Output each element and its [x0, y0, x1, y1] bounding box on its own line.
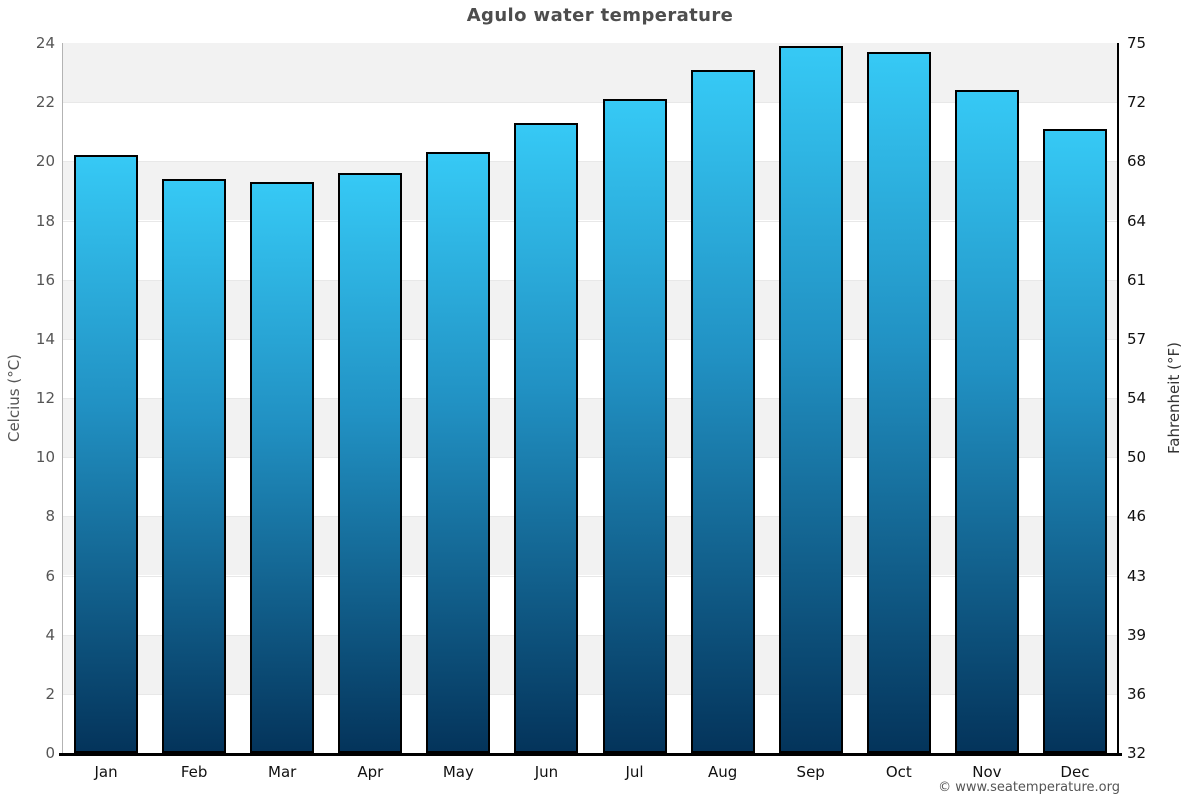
bar-mar	[250, 182, 315, 753]
bar-aug	[690, 70, 755, 753]
gridline	[62, 161, 1119, 163]
x-label-dec: Dec	[1060, 763, 1090, 781]
x-label-jan: Jan	[94, 763, 118, 781]
x-label-jul: Jul	[625, 763, 644, 781]
plot-band	[62, 161, 1119, 221]
f-tick-46: 46	[1127, 507, 1147, 526]
bar-may	[426, 152, 491, 753]
f-tick-43: 43	[1127, 566, 1147, 585]
y-axis-title-celsius: Celcius (°C)	[5, 353, 23, 443]
x-label-apr: Apr	[357, 763, 384, 781]
c-tick-4: 4	[45, 625, 55, 644]
bar-nov	[954, 90, 1019, 753]
c-tick-24: 24	[35, 34, 55, 52]
f-tick-72: 72	[1127, 93, 1147, 112]
f-tick-50: 50	[1127, 448, 1147, 467]
x-axis-baseline	[59, 753, 1122, 756]
c-tick-18: 18	[35, 211, 55, 230]
plot-band	[62, 220, 1119, 280]
gridline	[62, 220, 1119, 222]
f-tick-54: 54	[1127, 389, 1147, 407]
chart-title: Agulo water temperature	[466, 5, 734, 26]
c-tick-20: 20	[35, 152, 55, 171]
bar-feb	[162, 179, 227, 753]
c-tick-2: 2	[45, 684, 55, 703]
f-tick-57: 57	[1127, 329, 1147, 348]
gridline	[62, 634, 1119, 636]
x-label-nov: Nov	[972, 763, 1002, 781]
x-label-feb: Feb	[180, 763, 208, 781]
gridline	[62, 279, 1119, 281]
gridline	[62, 338, 1119, 340]
copyright-credit: © www.seatemperature.org	[938, 780, 1120, 795]
plot-band	[62, 693, 1119, 753]
f-tick-36: 36	[1127, 684, 1147, 703]
plot-band	[62, 338, 1119, 398]
bar-oct	[866, 52, 931, 753]
c-tick-14: 14	[35, 329, 55, 348]
x-label-may: May	[442, 763, 474, 781]
c-tick-12: 12	[35, 389, 55, 407]
f-tick-61: 61	[1127, 270, 1147, 289]
plot-area	[59, 43, 1122, 756]
f-tick-32: 32	[1127, 744, 1147, 762]
gridline	[62, 398, 1119, 399]
f-tick-75: 75	[1127, 34, 1147, 52]
y-axis-title-fahrenheit: Fahrenheit (°F)	[1165, 342, 1183, 454]
gridline	[62, 102, 1119, 104]
f-tick-64: 64	[1127, 211, 1147, 230]
c-tick-16: 16	[35, 270, 55, 289]
f-tick-39: 39	[1127, 625, 1147, 644]
x-label-mar: Mar	[268, 763, 297, 781]
y-axis-line-left	[62, 43, 63, 753]
plot-band	[62, 43, 1119, 103]
c-tick-22: 22	[35, 93, 55, 112]
gridline	[62, 516, 1119, 518]
gridline	[62, 575, 1119, 577]
bar-sep	[778, 46, 843, 753]
c-tick-8: 8	[45, 507, 55, 526]
plot-band	[62, 398, 1119, 458]
c-tick-10: 10	[35, 448, 55, 467]
x-label-jun: Jun	[534, 763, 559, 781]
bar-jul	[602, 99, 667, 753]
c-tick-6: 6	[45, 566, 55, 585]
plot-band	[62, 634, 1119, 694]
y-axis-line-right	[1117, 43, 1119, 753]
plot-band	[62, 575, 1119, 635]
f-tick-68: 68	[1127, 152, 1147, 171]
c-tick-0: 0	[45, 744, 55, 762]
plot-band	[62, 102, 1119, 162]
x-label-aug: Aug	[707, 763, 738, 781]
bar-apr	[338, 173, 403, 753]
x-label-oct: Oct	[885, 763, 912, 781]
bar-jan	[74, 155, 139, 753]
gridline	[62, 693, 1119, 695]
x-label-sep: Sep	[796, 763, 825, 781]
bar-dec	[1042, 129, 1107, 753]
plot-band	[62, 516, 1119, 576]
plot-band	[62, 279, 1119, 339]
plot-band	[62, 457, 1119, 517]
gridline	[62, 457, 1119, 459]
bar-jun	[514, 123, 579, 753]
